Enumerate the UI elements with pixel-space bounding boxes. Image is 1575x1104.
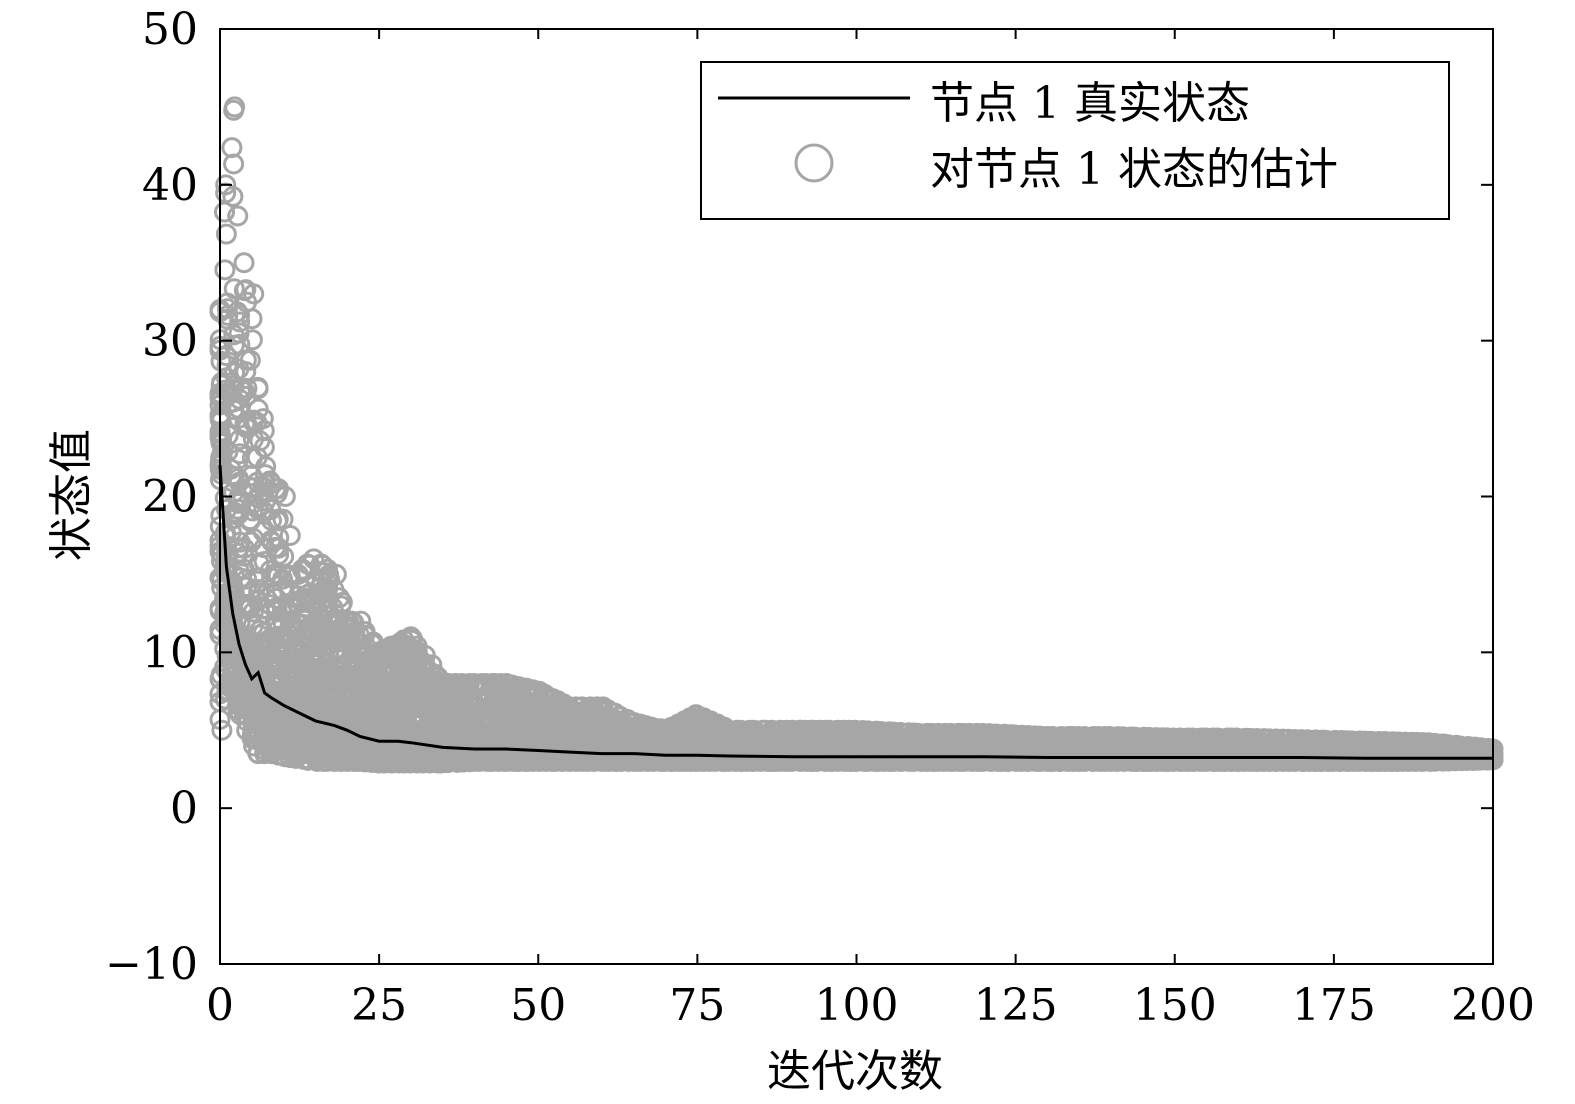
estimate-point bbox=[216, 298, 238, 320]
estimate-point bbox=[253, 420, 275, 442]
estimate-point bbox=[217, 304, 239, 326]
estimate-point bbox=[241, 329, 263, 351]
estimate-point bbox=[247, 378, 269, 400]
estimate-point bbox=[233, 381, 255, 403]
estimate-point bbox=[211, 719, 233, 741]
estimate-point bbox=[229, 311, 251, 333]
estimate-point bbox=[273, 546, 295, 568]
estimate-point bbox=[252, 408, 274, 430]
scatter-series bbox=[209, 96, 1504, 774]
estimate-point bbox=[236, 568, 258, 590]
estimate-point bbox=[279, 524, 301, 546]
estimate-point bbox=[235, 361, 257, 383]
estimate-point bbox=[223, 99, 245, 121]
estimate-point bbox=[239, 349, 261, 371]
estimate-point bbox=[214, 201, 236, 223]
estimate-point bbox=[241, 308, 263, 330]
estimate-point bbox=[223, 153, 245, 175]
estimate-point bbox=[228, 503, 250, 525]
estimate-point bbox=[233, 280, 255, 302]
estimate-point bbox=[233, 252, 255, 274]
estimate-point bbox=[240, 531, 262, 553]
estimate-point bbox=[274, 486, 296, 507]
estimate-point bbox=[214, 259, 236, 281]
estimate-point bbox=[325, 563, 347, 585]
estimate-point bbox=[227, 205, 249, 227]
estimate-point bbox=[222, 185, 244, 207]
estimate-point bbox=[223, 278, 245, 300]
estimate-point bbox=[243, 283, 265, 305]
estimate-point bbox=[215, 223, 237, 245]
